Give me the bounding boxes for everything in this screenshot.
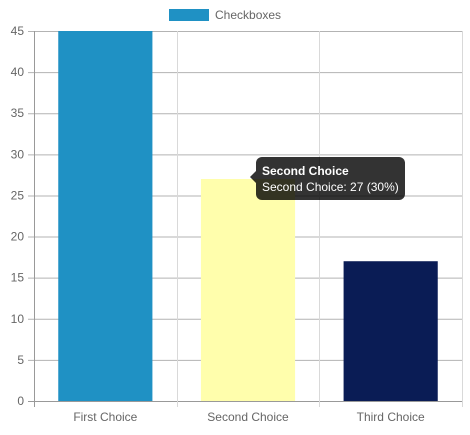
legend-swatch[interactable]: [169, 9, 209, 21]
y-tick-label: 5: [17, 353, 24, 367]
x-axis-ticks: First Choice Second Choice Third Choice: [73, 410, 425, 424]
legend[interactable]: Checkboxes: [169, 8, 281, 22]
tooltip-title: Second Choice: [262, 164, 349, 178]
x-tick-label: Second Choice: [207, 410, 289, 424]
y-tick-label: 0: [17, 394, 24, 408]
bar[interactable]: [200, 179, 296, 401]
tooltip-body: Second Choice: 27 (30%): [262, 180, 399, 194]
legend-label[interactable]: Checkboxes: [215, 8, 281, 22]
bar[interactable]: [343, 261, 438, 401]
y-tick-label: 30: [11, 147, 25, 161]
bars: [58, 31, 438, 401]
y-tick-label: 10: [11, 312, 25, 326]
y-tick-label: 35: [11, 106, 25, 120]
x-tick-label: Third Choice: [357, 410, 425, 424]
y-axis-ticks: 0 5 10 15 20 25 30 35 40 45: [11, 24, 25, 408]
y-tick-label: 20: [11, 230, 25, 244]
y-tick-label: 45: [11, 24, 25, 38]
x-tick-label: First Choice: [73, 410, 137, 424]
y-tick-label: 40: [11, 65, 25, 79]
y-tick-label: 25: [11, 188, 25, 202]
bar[interactable]: [58, 31, 153, 401]
y-tick-label: 15: [11, 271, 25, 285]
chart-tooltip: Second Choice Second Choice: 27 (30%): [250, 157, 405, 200]
tooltip-caret: [250, 171, 256, 183]
